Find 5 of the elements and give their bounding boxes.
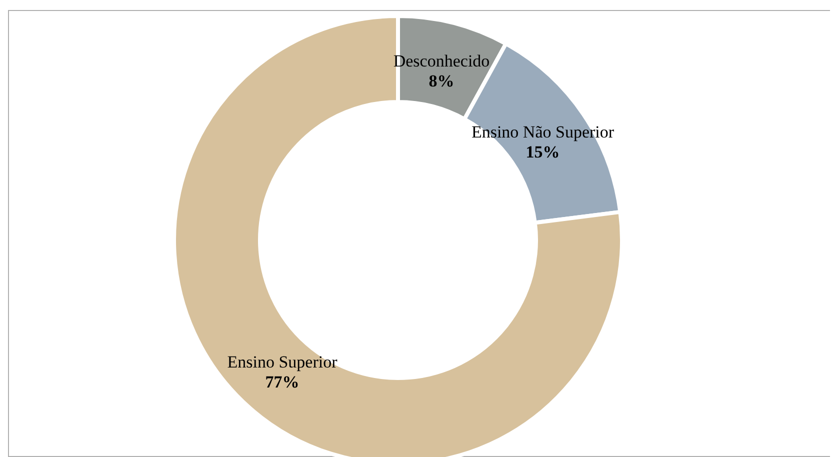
data-label: 15% [526,142,560,162]
slice-label: Ensino Superior [227,352,338,372]
data-label: 77% [265,372,300,392]
data-label: 8% [428,72,454,90]
slice-label: Ensino Não Superior [471,122,614,142]
